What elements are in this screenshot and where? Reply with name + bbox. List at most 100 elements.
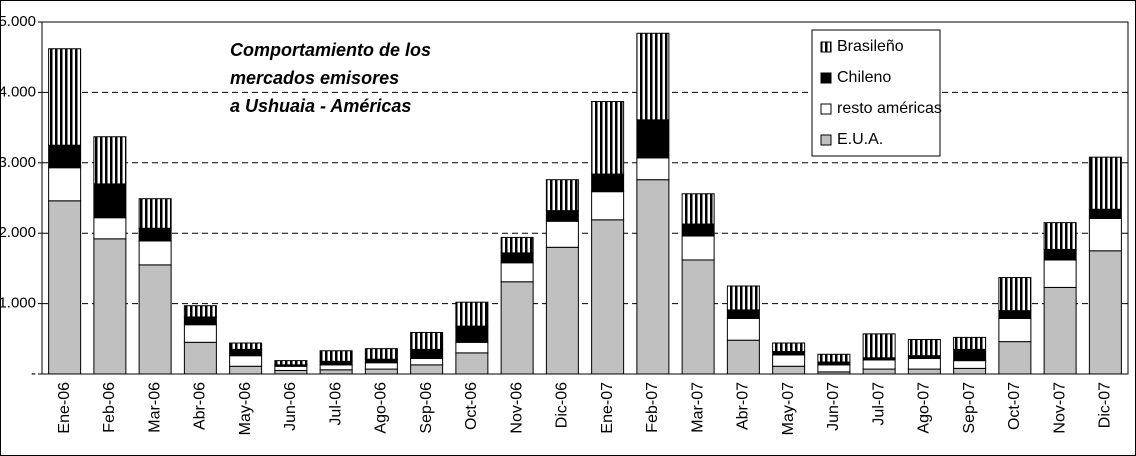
bar-segment bbox=[681, 259, 715, 375]
bar-segment bbox=[681, 193, 715, 225]
bar-segment bbox=[183, 316, 217, 326]
bar-segment bbox=[274, 369, 308, 375]
bar-segment bbox=[48, 48, 82, 146]
y-tick-label: 4.000 bbox=[0, 83, 36, 100]
x-tick-label: Abr-06 bbox=[192, 382, 209, 430]
legend-label: Brasileño bbox=[837, 38, 904, 55]
bar-segment bbox=[364, 362, 398, 370]
bar-segment bbox=[183, 305, 217, 318]
bar-segment bbox=[1043, 286, 1077, 375]
bar-segment bbox=[726, 285, 760, 311]
x-tick-label: Jun-06 bbox=[282, 382, 299, 431]
bar-segment bbox=[636, 119, 670, 159]
legend-swatch bbox=[820, 41, 832, 53]
legend-swatch bbox=[820, 103, 832, 115]
bar-segment bbox=[907, 368, 941, 375]
x-tick-label: Sep-07 bbox=[961, 382, 978, 434]
x-tick-label: Jul-07 bbox=[870, 382, 887, 426]
chart-title: mercados emisores bbox=[230, 68, 399, 88]
bar-segment bbox=[636, 32, 670, 121]
bar-segment bbox=[93, 217, 127, 240]
bar-segment bbox=[862, 333, 896, 359]
bar-segment bbox=[726, 309, 760, 319]
bar-segment bbox=[319, 364, 353, 371]
x-tick-label: Mar-07 bbox=[689, 382, 706, 433]
bar-segment bbox=[500, 262, 534, 283]
bar-segment bbox=[93, 238, 127, 375]
x-tick-label: Sep-06 bbox=[418, 382, 435, 434]
bar-segment bbox=[1043, 248, 1077, 261]
bar-segment bbox=[772, 365, 806, 375]
bar-segment bbox=[364, 358, 398, 364]
bar-segment bbox=[183, 324, 217, 343]
bar-segment bbox=[953, 336, 987, 350]
x-tick-label: Mar-06 bbox=[146, 382, 163, 433]
bar-segment bbox=[907, 339, 941, 357]
bar-segment bbox=[138, 240, 172, 266]
y-tick-label: 2.000 bbox=[0, 224, 36, 241]
legend-label: resto américas bbox=[837, 100, 942, 117]
bar-segment bbox=[862, 359, 896, 370]
bar-segment bbox=[274, 365, 308, 371]
bar-segment bbox=[591, 173, 625, 193]
bar-segment bbox=[410, 348, 444, 360]
bar-segment bbox=[138, 264, 172, 375]
chart-title: Comportamiento de los bbox=[230, 40, 431, 60]
bar-segment bbox=[1088, 208, 1122, 219]
x-tick-label: Feb-06 bbox=[101, 382, 118, 433]
bar-segment bbox=[545, 246, 579, 375]
bar-segment bbox=[953, 367, 987, 375]
x-tick-label: Nov-06 bbox=[508, 382, 525, 434]
legend-label: E.U.A. bbox=[837, 131, 883, 148]
x-tick-label: Oct-07 bbox=[1006, 382, 1023, 430]
bar-segment bbox=[500, 252, 534, 264]
bar-segment bbox=[364, 348, 398, 360]
bar-segment bbox=[48, 200, 82, 375]
bar-segment bbox=[681, 223, 715, 237]
bar-segment bbox=[455, 301, 489, 327]
plot-area bbox=[41, 21, 1129, 375]
x-tick-label: Nov-07 bbox=[1051, 382, 1068, 434]
bar-segment bbox=[229, 355, 263, 367]
bar-segment bbox=[726, 339, 760, 375]
bar-segment bbox=[455, 325, 489, 343]
bar-segment bbox=[319, 350, 353, 362]
x-tick-label: Feb-07 bbox=[644, 382, 661, 433]
bar-segment bbox=[1088, 250, 1122, 375]
bar-segment bbox=[817, 364, 851, 373]
bar-segment bbox=[229, 342, 263, 350]
bar-segment bbox=[998, 341, 1032, 375]
x-tick-label: Oct-06 bbox=[463, 382, 480, 430]
bar-segment bbox=[319, 369, 353, 375]
bar-segment bbox=[772, 350, 806, 356]
x-tick-label: May-06 bbox=[237, 382, 254, 435]
x-tick-label: Jun-07 bbox=[825, 382, 842, 431]
x-tick-label: Ago-06 bbox=[373, 382, 390, 434]
bar-segment bbox=[862, 368, 896, 375]
x-tick-label: Ene-07 bbox=[599, 382, 616, 434]
bar-segment bbox=[93, 136, 127, 185]
bar-segment bbox=[1088, 217, 1122, 252]
y-tick-label: 3.000 bbox=[0, 154, 36, 171]
bar-segment bbox=[500, 281, 534, 375]
bar-segment bbox=[726, 317, 760, 341]
bar-segment bbox=[545, 179, 579, 212]
bar-segment bbox=[591, 101, 625, 175]
x-tick-label: Dic-06 bbox=[554, 382, 571, 428]
x-tick-label: May-07 bbox=[780, 382, 797, 435]
legend-label: Chileno bbox=[837, 69, 891, 86]
bar-segment bbox=[274, 360, 308, 366]
bar-segment bbox=[591, 191, 625, 221]
x-tick-label: Ene-06 bbox=[56, 382, 73, 434]
chart-title: a Ushuaia - Américas bbox=[230, 96, 411, 116]
bar-segment bbox=[1088, 156, 1122, 210]
bar-segment bbox=[364, 368, 398, 375]
legend-box bbox=[811, 29, 941, 157]
bar-segment bbox=[636, 157, 670, 181]
x-tick-label: Dic-07 bbox=[1097, 382, 1114, 428]
bar-segment bbox=[93, 183, 127, 219]
bar-segment bbox=[953, 348, 987, 362]
bar-segment bbox=[636, 179, 670, 375]
bar-segment bbox=[48, 167, 82, 202]
